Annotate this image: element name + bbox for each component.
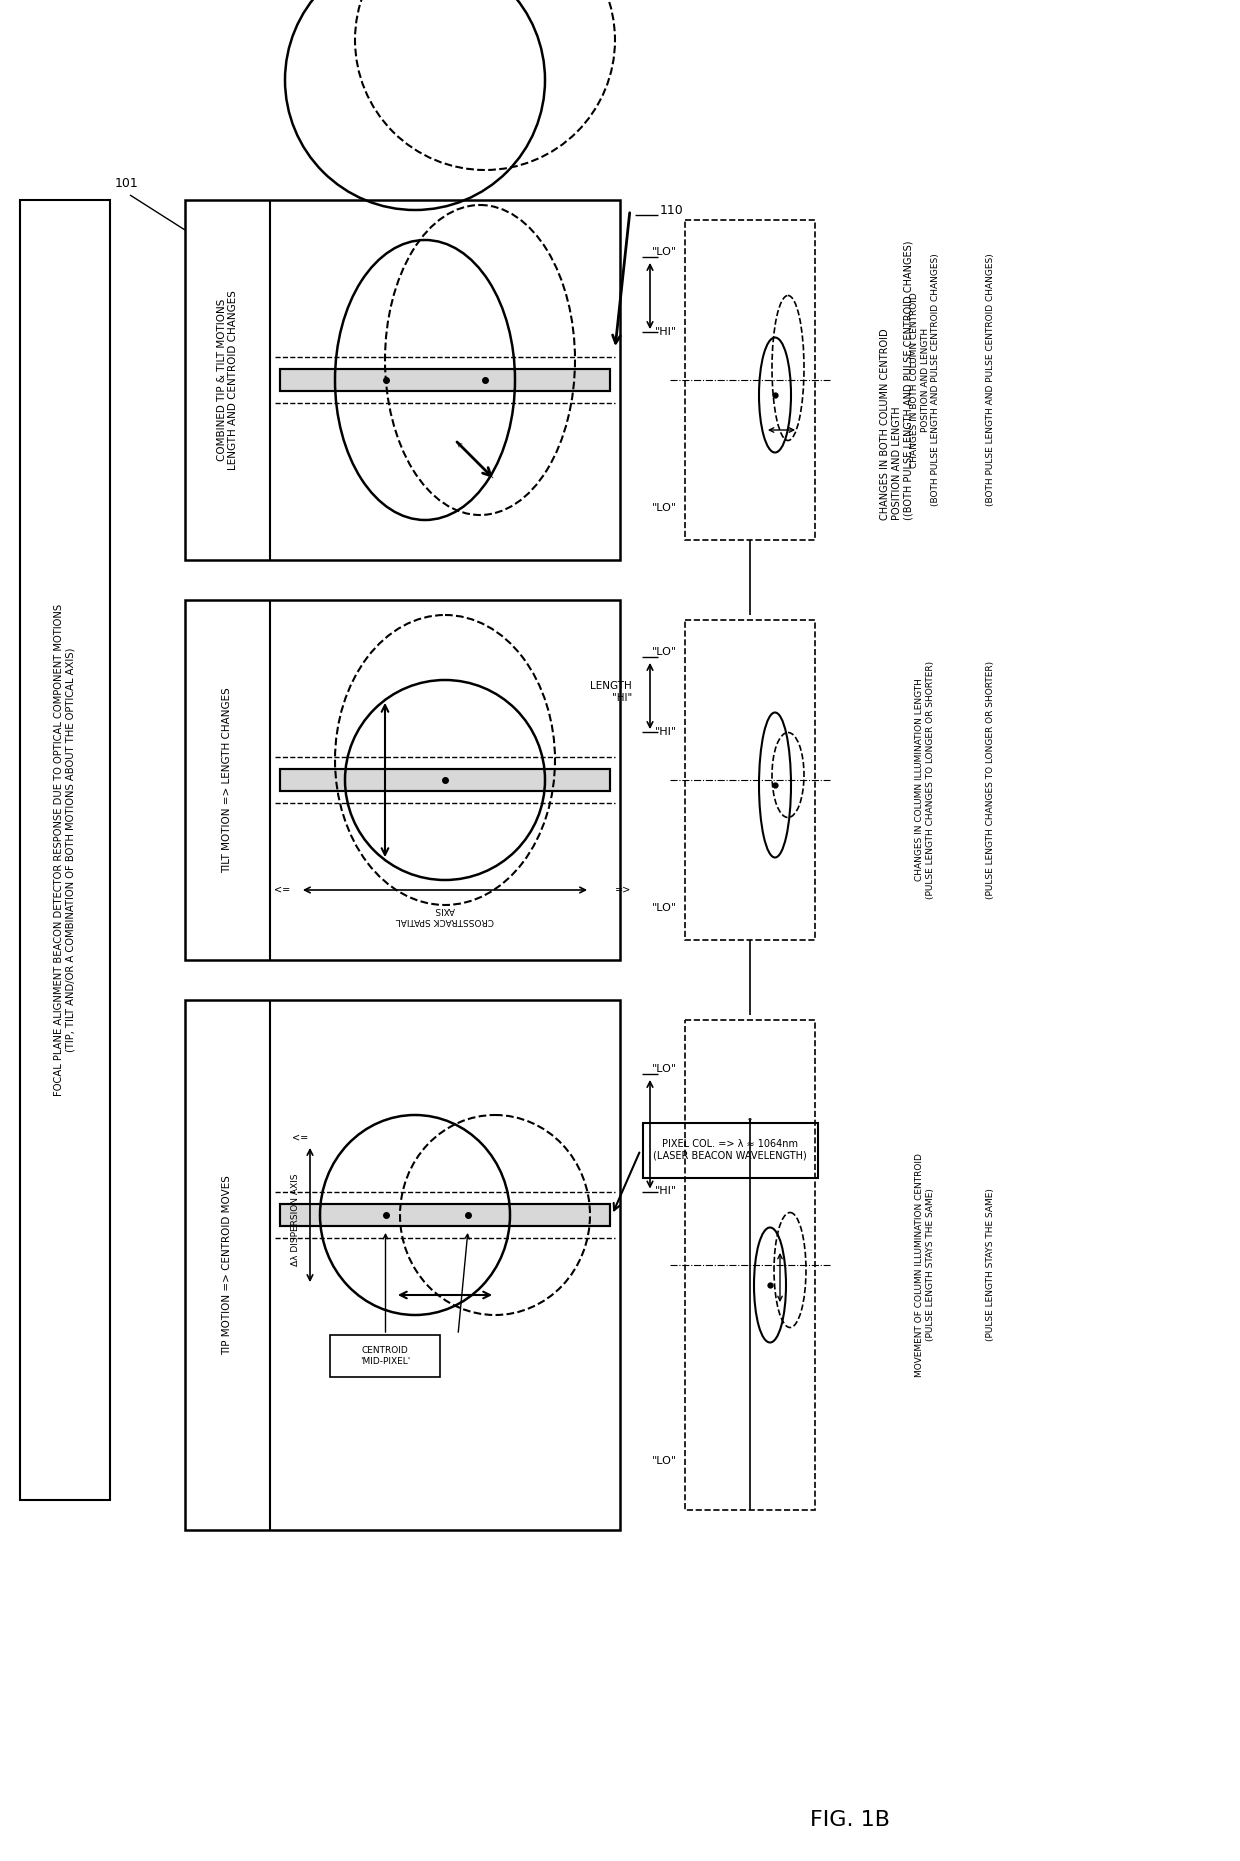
Text: CROSSTRACK SPATIAL
AXIS: CROSSTRACK SPATIAL AXIS [396,904,494,925]
Bar [642,1122,817,1178]
Text: "HI": "HI" [655,728,677,737]
Text: FIG. 1B: FIG. 1B [810,1811,890,1829]
Bar [280,1204,610,1226]
Bar [280,368,610,391]
Text: "LO": "LO" [652,1455,677,1466]
Text: "HI": "HI" [655,1187,677,1197]
Bar [20,199,110,1500]
Text: <=: <= [274,886,290,895]
Text: =>: => [615,886,631,895]
Text: TILT MOTION => LENGTH CHANGES: TILT MOTION => LENGTH CHANGES [222,687,233,873]
Text: (PULSE LENGTH STAYS THE SAME): (PULSE LENGTH STAYS THE SAME) [986,1189,994,1342]
Text: "LO": "LO" [652,648,677,657]
Text: PIXEL COL. => λ ≈ 1064nm
(LASER BEACON WAVELENGTH): PIXEL COL. => λ ≈ 1064nm (LASER BEACON W… [653,1139,807,1161]
Text: <=: <= [291,1131,308,1143]
Bar [280,769,610,791]
Bar [185,999,620,1530]
Text: LENGTH
"HI": LENGTH "HI" [590,681,632,703]
Bar [684,1020,815,1509]
Text: "HI": "HI" [655,328,677,337]
Text: CENTROID
'MID-PIXEL': CENTROID 'MID-PIXEL' [360,1346,410,1366]
Text: "LO": "LO" [652,903,677,914]
Bar [280,368,610,391]
Text: CHANGES IN BOTH COLUMN CENTROID
POSITION AND LENGTH
(BOTH PULSE LENGTH AND PULSE: CHANGES IN BOTH COLUMN CENTROID POSITION… [910,253,940,506]
Text: CHANGES IN BOTH COLUMN CENTROID
POSITION AND LENGTH
((BOTH PULSE LENGTH AND PULS: CHANGES IN BOTH COLUMN CENTROID POSITION… [880,240,913,519]
Text: "LO": "LO" [652,248,677,257]
Bar [280,769,610,791]
Text: (PULSE LENGTH CHANGES TO LONGER OR SHORTER): (PULSE LENGTH CHANGES TO LONGER OR SHORT… [986,661,994,899]
Bar [280,1204,610,1226]
Text: COMBINED TIP & TILT MOTIONS
LENGTH AND CENTROID CHANGES: COMBINED TIP & TILT MOTIONS LENGTH AND C… [217,290,238,471]
Text: "LO": "LO" [652,502,677,514]
Text: FOCAL PLANE ALIGNMENT BEACON DETECTOR RESPONSE DUE TO OPTICAL COMPONENT MOTIONS
: FOCAL PLANE ALIGNMENT BEACON DETECTOR RE… [55,605,76,1096]
Bar [684,220,815,540]
Bar [185,599,620,960]
Text: "LO": "LO" [652,1064,677,1074]
Bar [684,620,815,940]
Bar [185,199,620,560]
Text: 101: 101 [115,177,139,190]
Text: CHANGES IN COLUMN ILLUMINATION LENGTH
(PULSE LENGTH CHANGES TO LONGER OR SHORTER: CHANGES IN COLUMN ILLUMINATION LENGTH (P… [915,661,935,899]
Text: MOVEMENT OF COLUMN ILLUMINATION CENTROID
(PULSE LENGTH STAYS THE SAME): MOVEMENT OF COLUMN ILLUMINATION CENTROID… [915,1154,935,1377]
Text: TIP MOTION => CENTROID MOVES: TIP MOTION => CENTROID MOVES [222,1174,233,1355]
Text: (BOTH PULSE LENGTH AND PULSE CENTROID CHANGES): (BOTH PULSE LENGTH AND PULSE CENTROID CH… [986,253,994,506]
Text: 110: 110 [660,203,683,216]
Bar [330,1334,440,1377]
Text: Δλ DISPERSION AXIS: Δλ DISPERSION AXIS [290,1174,300,1265]
